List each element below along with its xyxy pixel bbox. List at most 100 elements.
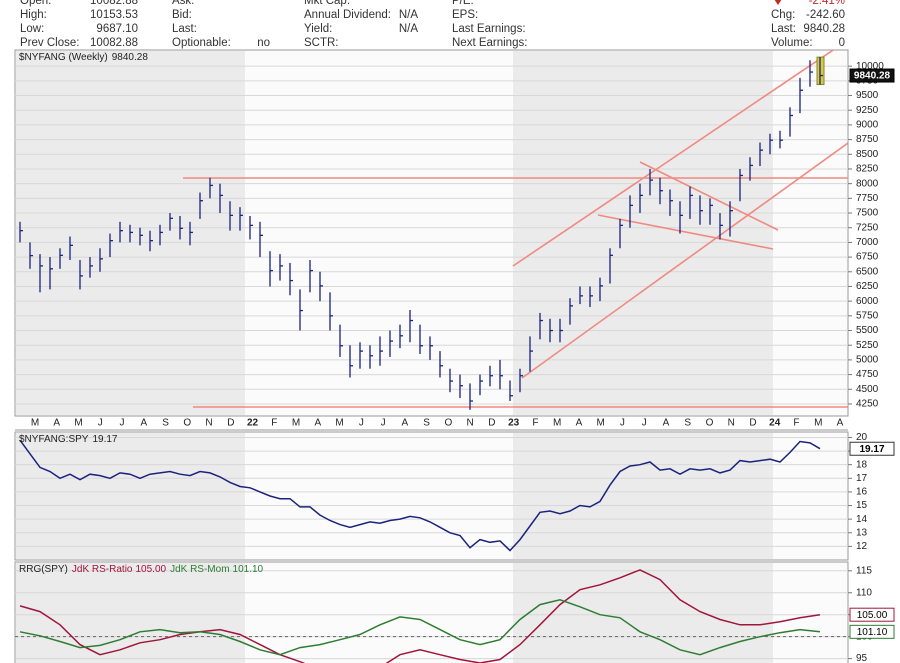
header-label: Volume: [771, 37, 813, 49]
last-value-label: 105.00 [857, 610, 888, 621]
header-value: 0 [839, 37, 845, 49]
y-tick-label: 8250 [856, 164, 879, 175]
header-label: Last: [771, 23, 796, 35]
header-label: Bid: [172, 9, 192, 21]
label-layer: Open: 10082.88 High: 10153.53 Low: 9687.10 Pre… [19, 0, 895, 663]
header-label: SCTR: [304, 37, 339, 49]
y-tick-label: 7250 [856, 222, 879, 233]
y-tick-label: 115 [856, 565, 872, 576]
y-tick-label: 12 [856, 541, 868, 552]
x-tick-label: D [227, 418, 234, 429]
panel-title: $NYFANG (Weekly) 9840.28 [19, 52, 148, 63]
x-tick-label: A [140, 418, 147, 429]
header-value: 9840.28 [803, 23, 845, 35]
y-tick-label: 9000 [856, 120, 879, 131]
last-value-box [849, 68, 895, 83]
x-tick-label: D [749, 418, 756, 429]
x-tick-label: M [292, 418, 300, 429]
header-label: High: [20, 9, 47, 21]
last-value-label: 101.10 [857, 627, 888, 638]
y-tick-label: 5250 [856, 340, 879, 351]
title-last: 9840.28 [112, 52, 149, 63]
header-value: 10082.88 [90, 0, 138, 7]
down-triangle [774, 0, 782, 5]
x-tick-label: A [402, 418, 409, 429]
y-tick-label: 17 [856, 473, 868, 484]
y-tick-label: 9250 [856, 105, 879, 116]
x-tick-label: O [706, 418, 714, 429]
x-tick-label: F [793, 418, 799, 429]
series-line [19, 569, 821, 663]
x-tick-label: F [271, 418, 277, 429]
y-tick-label: 4250 [856, 399, 879, 410]
y-tick-label: 8500 [856, 149, 879, 160]
x-tick-label: F [532, 418, 538, 429]
header-value: 10153.53 [90, 9, 138, 21]
y-tick-label: 5750 [856, 310, 879, 321]
header-label: Chg: [771, 9, 795, 21]
header-label: Low: [20, 23, 44, 35]
header-value: 9687.10 [96, 23, 138, 35]
x-tick-label: J [120, 418, 125, 429]
header-label: Prev Close: [20, 37, 79, 49]
grid-layer [15, 65, 852, 660]
header-label: Last Earnings: [452, 23, 526, 35]
y-tick-label: 20 [856, 432, 868, 443]
x-tick-label: D [488, 418, 495, 429]
x-tick-label: J [98, 418, 103, 429]
header-value: no [257, 37, 270, 49]
series-line [19, 599, 821, 656]
x-tick-label: S [684, 418, 691, 429]
y-tick-label: 95 [856, 653, 868, 663]
x-tick-label: A [53, 418, 60, 429]
x-tick-label: S [423, 418, 430, 429]
header-label: Next Earnings: [452, 37, 527, 49]
header-label: Open: [20, 0, 51, 7]
panel-title: $NYFANG:SPY 19.17 [19, 434, 118, 445]
header-label: EPS: [452, 9, 478, 21]
title-text: $NYFANG:SPY [19, 434, 89, 445]
header-label: Last: [172, 23, 197, 35]
x-tick-label: A [663, 418, 670, 429]
last-value-label: 19.17 [859, 444, 884, 455]
title-text: RRG(SPY) [19, 564, 68, 575]
last-value-label: 9840.28 [854, 71, 891, 82]
x-tick-label: O [444, 418, 452, 429]
x-tick-label: M [597, 418, 605, 429]
header-value: -2.41% [809, 0, 845, 7]
y-tick-label: 6250 [856, 281, 879, 292]
x-tick-label: S [162, 418, 169, 429]
x-tick-label: J [359, 418, 364, 429]
x-tick-label: M [335, 418, 343, 429]
x-tick-label: J [642, 418, 647, 429]
x-tick-label: A [837, 418, 844, 429]
title-last: 19.17 [92, 434, 117, 445]
x-tick-label: 22 [247, 418, 259, 429]
last-value-box [849, 624, 895, 639]
y-tick-label: 7750 [856, 193, 879, 204]
x-tick-label: M [31, 418, 39, 429]
trendlines [183, 50, 848, 408]
last-value-box [849, 607, 895, 622]
y-tick-label: 8000 [856, 178, 879, 189]
y-tick-label: 18 [856, 459, 868, 470]
legend-value: 105.00 [135, 564, 166, 575]
y-tick-label: 15 [856, 500, 868, 511]
header-label: Yield: [304, 23, 332, 35]
panel-backgrounds [14, 49, 849, 663]
mark-layer [19, 56, 825, 663]
y-tick-label: 7000 [856, 237, 879, 248]
x-tick-label: 23 [508, 418, 520, 429]
header-value: 10082.88 [90, 37, 138, 49]
x-tick-label: O [183, 418, 191, 429]
legend-name: JdK RS-Mom [170, 564, 229, 575]
x-tick-label: N [205, 418, 212, 429]
y-tick-label: 5000 [856, 355, 879, 366]
y-tick-label: 14 [856, 514, 868, 525]
x-tick-label: A [576, 418, 583, 429]
title-text: $NYFANG (Weekly) [19, 52, 108, 63]
x-tick-label: M [814, 418, 822, 429]
x-tick-label: A [315, 418, 322, 429]
header-label: Optionable: [172, 37, 231, 49]
header-value: -242.60 [806, 9, 845, 21]
